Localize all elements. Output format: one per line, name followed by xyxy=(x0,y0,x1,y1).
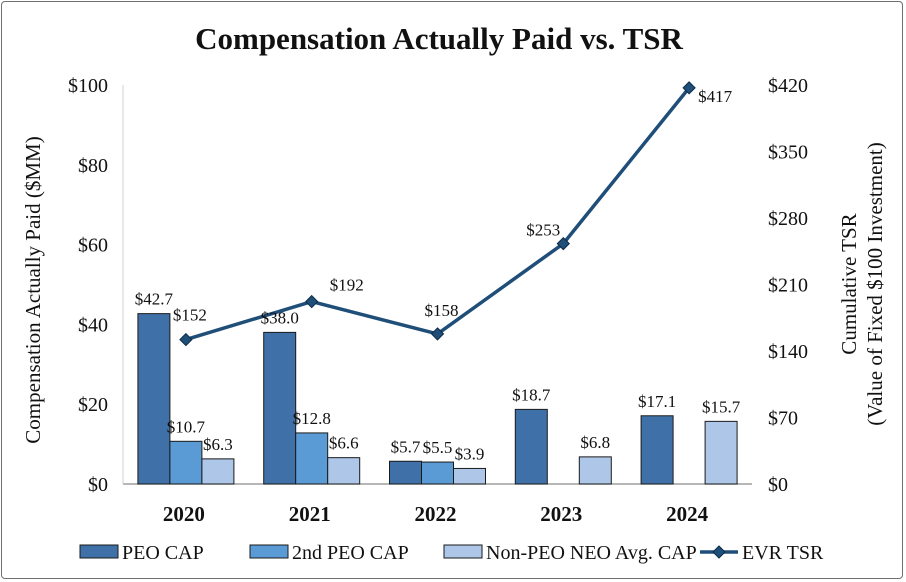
legend-swatch xyxy=(79,544,119,559)
bar-data-label: $5.5 xyxy=(423,438,453,457)
legend-marker xyxy=(712,545,726,559)
y-axis-label: Compensation Actually Paid ($MM) xyxy=(21,136,45,443)
bar-data-label: $6.8 xyxy=(580,433,610,452)
tsr-data-label: $158 xyxy=(425,301,459,320)
x-tick-label: 2021 xyxy=(289,502,331,526)
tsr-data-label: $253 xyxy=(526,221,560,240)
chart-title: Compensation Actually Paid vs. TSR xyxy=(195,21,683,56)
tsr-marker xyxy=(682,81,696,95)
bar-data-label: $15.7 xyxy=(702,397,741,416)
bar-data-label: $38.0 xyxy=(261,308,299,327)
bar-data-label: $17.1 xyxy=(638,392,676,411)
bar-peo-cap xyxy=(514,408,548,485)
legend-label: Non-PEO NEO Avg. CAP xyxy=(486,542,697,564)
tsr-marker xyxy=(430,327,445,341)
bar-non-peo-neo-avg-cap xyxy=(327,457,361,485)
bar-data-label: $12.8 xyxy=(293,409,331,428)
bar-2nd-peo-cap xyxy=(421,461,454,485)
y-tick-label: $80 xyxy=(78,155,108,177)
bar-data-label: $3.9 xyxy=(455,444,485,463)
data-labels-group: $42.7 $38.0 $5.7 $18.7 $17.1 $10.7 $12.8 $5.5 $6… xyxy=(135,87,741,464)
tsr-marker xyxy=(179,332,193,347)
bar-2nd-peo-cap xyxy=(169,440,203,485)
legend-label: PEO CAP xyxy=(122,542,204,564)
tsr-data-label: $417 xyxy=(698,87,733,106)
bar-non-peo-neo-avg-cap xyxy=(201,458,235,485)
legend-swatch xyxy=(249,544,289,559)
bar-non-peo-neo-avg-cap xyxy=(578,456,612,485)
bar-data-label: $10.7 xyxy=(167,417,206,436)
bar-peo-cap xyxy=(263,331,297,485)
bar-data-label: $18.7 xyxy=(512,385,551,404)
tsr-marker xyxy=(556,236,571,251)
y2-tick-label: $140 xyxy=(768,341,808,363)
x-tick-label: 2023 xyxy=(540,502,582,526)
tsr-marker xyxy=(304,294,319,309)
y2-tick-label: $0 xyxy=(768,474,788,496)
legend-swatch xyxy=(443,544,483,559)
bar-peo-cap xyxy=(137,313,171,485)
y2-axis-label-line2: (Value of Fixed $100 Investment) xyxy=(863,142,887,425)
bars-group xyxy=(137,313,738,485)
y2-tick-label: $70 xyxy=(768,408,798,430)
y2-tick-label: $210 xyxy=(768,275,808,297)
tsr-line-group xyxy=(179,81,696,347)
legend: PEO CAP 2nd PEO CAP Non-PEO NEO Avg. CAP EV… xyxy=(79,542,824,564)
x-tick-label: 2022 xyxy=(415,502,457,526)
x-tick-label: 2020 xyxy=(163,502,205,526)
bar-data-label: $6.3 xyxy=(203,435,233,454)
y2-tick-label: $420 xyxy=(768,75,808,97)
bar-data-label: $42.7 xyxy=(135,290,174,309)
y-tick-label: $100 xyxy=(68,75,108,97)
y-tick-label: $40 xyxy=(78,314,108,336)
y-tick-label: $60 xyxy=(78,235,108,257)
y2-axis-label-line1: Cumulative TSR xyxy=(837,213,861,354)
bar-data-label: $6.6 xyxy=(329,434,359,453)
bar-peo-cap xyxy=(640,415,674,485)
legend-label: EVR TSR xyxy=(742,542,824,564)
bar-non-peo-neo-avg-cap xyxy=(453,467,486,485)
tsr-data-label: $152 xyxy=(173,306,207,325)
x-tick-label: 2024 xyxy=(666,502,709,526)
bar-peo-cap xyxy=(389,460,422,485)
tsr-data-label: $192 xyxy=(330,276,364,295)
y-tick-label: $0 xyxy=(88,474,108,496)
y2-tick-label: $350 xyxy=(768,142,808,164)
y-tick-label: $20 xyxy=(78,394,108,416)
legend-label: 2nd PEO CAP xyxy=(292,542,409,564)
bar-non-peo-neo-avg-cap xyxy=(704,420,738,485)
bar-data-label: $5.7 xyxy=(391,437,421,456)
bar-2nd-peo-cap xyxy=(295,432,329,485)
y2-tick-label: $280 xyxy=(768,208,808,230)
